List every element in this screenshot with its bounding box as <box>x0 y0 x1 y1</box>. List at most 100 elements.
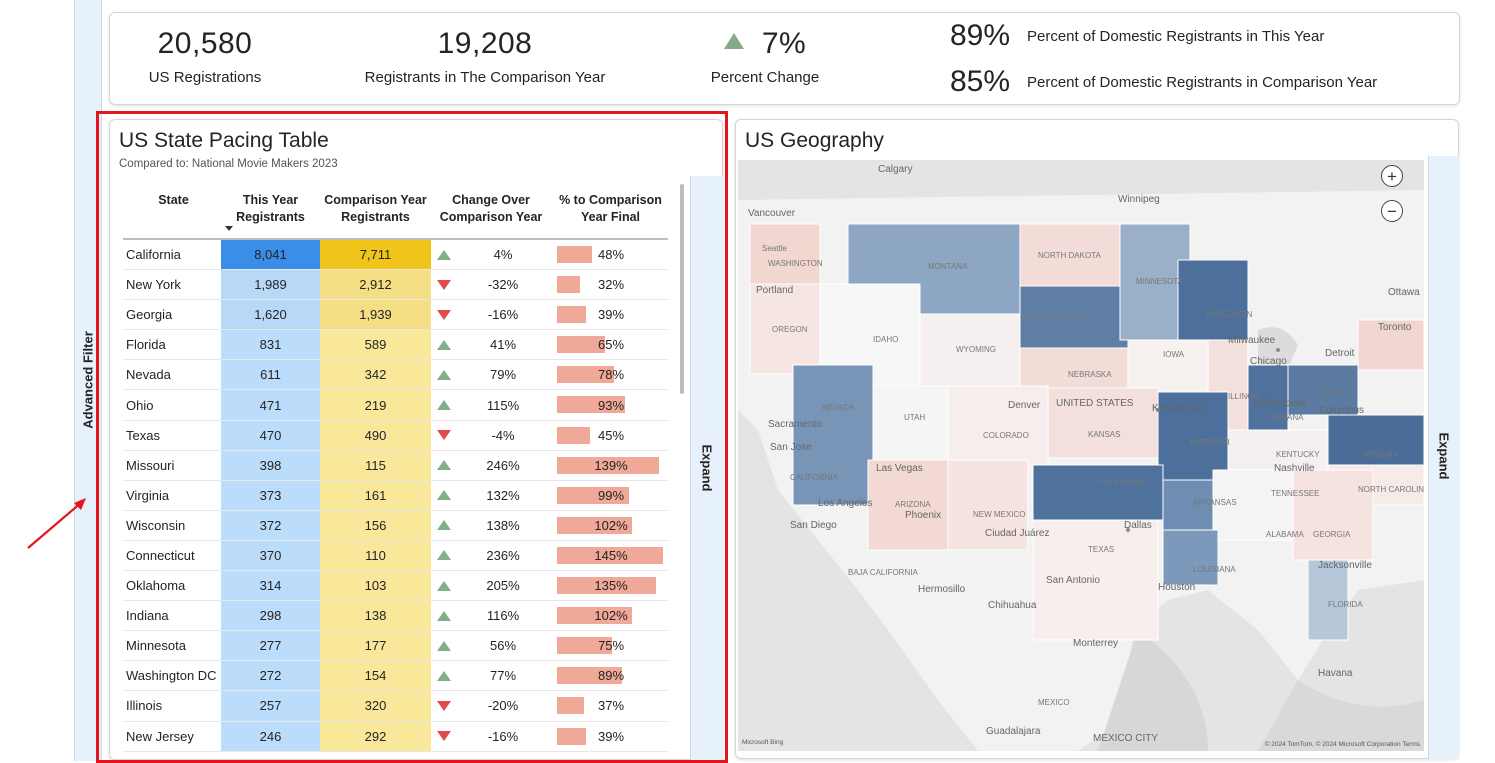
sort-desc-icon[interactable] <box>225 226 233 231</box>
kpi-label: Percent Change <box>710 69 820 86</box>
kpi-value: 7% <box>761 27 807 60</box>
map-label-detroit: Detroit <box>1325 348 1355 359</box>
state-name: Connecticut <box>126 547 195 563</box>
change-value: 236% <box>486 547 520 563</box>
map-label-virginia: VIRGINIA <box>1363 450 1399 459</box>
map-label-minnesota: MINNESOTA <box>1136 277 1183 286</box>
map-label-havana: Havana <box>1318 668 1353 679</box>
card-title: US State Pacing Table <box>119 129 329 152</box>
trend-down-icon <box>436 270 452 299</box>
change-value: 56% <box>489 638 517 654</box>
this-year-value: 470 <box>221 420 320 450</box>
state-name: Wisconsin <box>126 517 186 533</box>
change-value: 138% <box>486 517 520 533</box>
kpi-value: 20,580 <box>157 27 253 60</box>
table-row[interactable]: Connecticut 370 110 236% 145% <box>123 540 668 572</box>
change-value: -16% <box>487 307 519 323</box>
map-label-nevada: NEVADA <box>822 403 855 412</box>
comparison-value: 138 <box>320 601 431 631</box>
map-label-kansas: KANSAS <box>1088 430 1121 439</box>
change-value: 79% <box>489 367 517 383</box>
pct-value: 135% <box>594 578 628 594</box>
table-row[interactable]: California 8,041 7,711 4% 48% <box>123 240 668 271</box>
trend-up-icon <box>436 390 452 419</box>
pct-value: 65% <box>597 337 625 353</box>
pct-bar <box>557 360 667 389</box>
table-row[interactable]: Georgia 1,620 1,939 -16% 39% <box>123 300 668 331</box>
left-gutter <box>0 0 74 761</box>
state-name: Indiana <box>126 608 169 624</box>
change-value: 205% <box>486 578 520 594</box>
zoom-in-button[interactable]: + <box>1381 165 1403 187</box>
map-label-tennessee: TENNESSEE <box>1271 489 1320 498</box>
table-row[interactable]: Ohio 471 219 115% 93% <box>123 390 668 421</box>
table-row[interactable]: Missouri 398 115 246% 139% <box>123 450 668 481</box>
col-header-comparison[interactable]: Comparison Year Registrants <box>324 193 427 224</box>
pct-value: 39% <box>597 728 625 744</box>
pct-bar <box>557 481 667 510</box>
table-row[interactable]: Virginia 373 161 132% 99% <box>123 480 668 511</box>
trend-down-icon <box>436 722 452 751</box>
table-row[interactable]: Nevada 611 342 79% 78% <box>123 360 668 391</box>
table-body: California 8,041 7,711 4% 48% New York 1,989 2,… <box>123 240 668 752</box>
card-title: US Geography <box>745 129 884 152</box>
change-value: 116% <box>486 608 520 624</box>
change-value: 246% <box>486 457 520 473</box>
table-row[interactable]: Indiana 298 138 116% 102% <box>123 601 668 632</box>
col-header-pct-final[interactable]: % to Comparison Year Final <box>559 193 662 224</box>
table-row[interactable]: New York 1,989 2,912 -32% 32% <box>123 270 668 301</box>
table-row[interactable]: Minnesota 277 177 56% 75% <box>123 631 668 662</box>
col-header-this-year[interactable]: This Year Registrants <box>236 193 305 224</box>
map-label-guadalajara: Guadalajara <box>986 726 1041 737</box>
expand-label: Expand <box>1436 432 1452 480</box>
trend-up-icon <box>436 541 452 570</box>
kpi-domestic-this-year: 89% Percent of Domestic Registrants in T… <box>950 19 1324 53</box>
advanced-filter-rail[interactable]: Advanced Filter <box>74 0 102 761</box>
change-value: -16% <box>487 728 519 744</box>
map-expand-button[interactable]: Expand <box>1428 156 1459 759</box>
table-row[interactable]: New Jersey 246 292 -16% 39% <box>123 721 668 752</box>
map-label-south-dakota: SOUTH DAKOTA <box>1020 314 1083 323</box>
state-name: New Jersey <box>126 728 194 744</box>
table-scrollbar[interactable] <box>680 184 684 394</box>
comparison-value: 292 <box>320 721 431 751</box>
col-header-change[interactable]: Change Over Comparison Year <box>439 193 543 224</box>
map-label-winnipeg: Winnipeg <box>1118 194 1160 205</box>
advanced-filter-label: Advanced Filter <box>80 331 96 429</box>
map-label-missouri: MISSOURI <box>1190 438 1230 447</box>
pct-value: 78% <box>597 367 625 383</box>
trend-down-icon <box>436 300 452 329</box>
comparison-value: 589 <box>320 330 431 360</box>
us-map[interactable]: Calgary Winnipeg Vancouver Seattle WASHINGTO… <box>738 160 1424 751</box>
table-row[interactable]: Texas 470 490 -4% 45% <box>123 420 668 451</box>
this-year-value: 257 <box>221 691 320 721</box>
state-name: California <box>126 247 181 263</box>
table-row[interactable]: Washington DC 272 154 77% 89% <box>123 661 668 692</box>
zoom-out-button[interactable]: − <box>1381 200 1403 222</box>
table-row[interactable]: Florida 831 589 41% 65% <box>123 330 668 361</box>
table-expand-button[interactable]: Expand <box>690 176 723 760</box>
table-row[interactable]: Illinois 257 320 -20% 37% <box>123 691 668 722</box>
pct-bar <box>557 722 667 751</box>
map-label-calgary: Calgary <box>878 164 913 175</box>
state-name: Florida <box>126 337 166 353</box>
pct-bar <box>557 661 667 690</box>
col-header-state[interactable]: State <box>158 193 189 207</box>
table-row[interactable]: Wisconsin 372 156 138% 102% <box>123 510 668 541</box>
pct-value: 139% <box>594 457 628 473</box>
pct-value: 32% <box>597 277 625 293</box>
map-label-oregon: OREGON <box>772 325 808 334</box>
table-header: State This Year Registrants Comparison Ye… <box>123 184 668 240</box>
map-label-colorado: COLORADO <box>983 431 1029 440</box>
map-label-california: CALIFORNIA <box>790 473 839 482</box>
this-year-value: 246 <box>221 721 320 751</box>
this-year-value: 398 <box>221 450 320 480</box>
comparison-value: 219 <box>320 390 431 420</box>
map-label-utah: UTAH <box>904 413 926 422</box>
map-attribution[interactable]: © 2024 TomTom, © 2024 Microsoft Corporat… <box>1264 741 1420 748</box>
map-label-united-states: UNITED STATES <box>1056 398 1134 409</box>
table-row[interactable]: Oklahoma 314 103 205% 135% <box>123 571 668 602</box>
comparison-value: 320 <box>320 691 431 721</box>
pct-value: 89% <box>597 668 625 684</box>
this-year-value: 1,620 <box>221 300 320 330</box>
